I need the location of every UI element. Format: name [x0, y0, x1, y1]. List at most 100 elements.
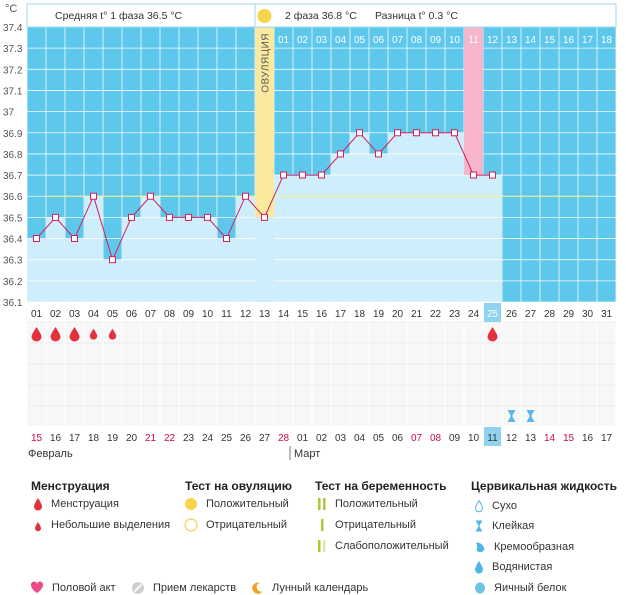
- cycle-day-label: 03: [69, 309, 81, 320]
- bottom-legend-intercourse: Половой акт: [30, 581, 116, 594]
- pill-icon: [132, 582, 144, 594]
- legend-spotting-label: Небольшие выделения: [51, 519, 171, 531]
- menstruation-drop-icon: [108, 328, 117, 340]
- legend-pregnancy-positive-label: Положительный: [335, 498, 418, 510]
- calendar-date-label: 18: [88, 433, 100, 444]
- y-tick-label: 36.8: [3, 150, 23, 161]
- temperature-bar: [84, 196, 103, 302]
- cycle-day-label: 07: [145, 309, 157, 320]
- legend-ovulation-negative-item: Отрицательный: [184, 518, 287, 532]
- x-labels: 01 02 03 04 05 06 07 08 09 10 11 12 13 14 15 16 17 18 01 02…: [31, 35, 612, 322]
- y-tick-label: 36.7: [3, 171, 23, 182]
- calendar-date-label: 09: [449, 433, 461, 444]
- legend-menstruation-label: Менструация: [51, 498, 119, 510]
- month-label: Март: [294, 448, 320, 460]
- cycle-day-label: 01: [31, 309, 43, 320]
- legend-menstruation-title: Менструация: [31, 479, 110, 493]
- y-tick-label: 37.4: [3, 23, 23, 34]
- legend-pregnancy-weak-label: Слабоположительный: [335, 540, 449, 552]
- y-tick-label: 36.5: [3, 213, 23, 224]
- cycle-day-label: 27: [525, 309, 537, 320]
- temperature-point: [318, 171, 325, 179]
- single-line-icon: [321, 519, 324, 531]
- legend-cervical-watery-item: Водянистая: [474, 560, 552, 574]
- calendar-date-label: 07: [411, 433, 423, 444]
- cycle-day-label: 22: [430, 309, 442, 320]
- cycle-day-label: 23: [449, 309, 461, 320]
- phase2-day-label: 04: [335, 35, 347, 46]
- bbt-chart: ОВУЛЯЦИЯ 36.136.236.336.436.536.636.736.…: [3, 3, 617, 460]
- phase2-day-label: 17: [582, 35, 594, 46]
- heart-icon: [30, 581, 44, 593]
- creamy-icon: [476, 542, 485, 553]
- y-axis-unit: °C: [5, 3, 17, 15]
- cycle-day-label: 25: [487, 309, 499, 320]
- temperature-bar: [217, 238, 236, 302]
- event-rows-bg: [27, 322, 616, 426]
- calendar-date-label: 21: [145, 433, 157, 444]
- cycle-day-label: 17: [335, 309, 347, 320]
- ovulation-bar: [255, 217, 274, 302]
- ovulation-test-icon: [507, 410, 516, 422]
- y-tick-label: 37.3: [3, 44, 23, 55]
- calendar-date-label: 04: [354, 433, 366, 444]
- temperature-point: [337, 150, 344, 158]
- temperature-point: [185, 213, 192, 221]
- y-tick-label: 36.4: [3, 235, 23, 246]
- calendar-date-label: 16: [582, 433, 594, 444]
- event-rows: [26, 321, 617, 426]
- temperature-point: [413, 129, 420, 137]
- calendar-date-label: 23: [183, 433, 195, 444]
- temperature-point: [451, 129, 458, 137]
- phase2-day-label: 02: [297, 35, 309, 46]
- phase2-day-label: 16: [563, 35, 575, 46]
- negative-circle-icon: [184, 518, 198, 532]
- bottom-legend-medication: Прием лекарств: [131, 581, 236, 595]
- menstruation-drop-icon: [31, 327, 42, 342]
- legend-cervical-sticky-label: Клейкая: [492, 520, 535, 532]
- menstruation-drop-icon: [69, 327, 80, 342]
- drop-icon: [34, 498, 42, 511]
- legend-ovulation-test-title: Тест на овуляцию: [185, 479, 292, 493]
- cycle-day-label: 13: [259, 309, 271, 320]
- legend-cervical-eggwhite-label: Яичный белок: [494, 582, 567, 594]
- legend-cervical-dry-label: Сухо: [492, 500, 517, 512]
- phase2-day-label: 08: [411, 35, 423, 46]
- calendar-date-label: 10: [468, 433, 480, 444]
- legend-spotting-item: Небольшие выделения: [33, 518, 170, 532]
- event-markers: [31, 327, 535, 422]
- moon-icon: [252, 582, 263, 594]
- dry-drop-icon: [474, 499, 484, 513]
- ovulation-test-icon: [526, 410, 535, 422]
- y-axis: 36.1 36.2 36.3 36.4 36.5 36.6 36.7 36.8 36.9 37 37…: [3, 3, 23, 309]
- phase2-day-label: 15: [544, 35, 556, 46]
- y-tick-label: 37.1: [3, 86, 23, 97]
- phase2-day-label: 03: [316, 35, 328, 46]
- calendar-date-label: 05: [373, 433, 385, 444]
- phase2-day-label: 05: [354, 35, 366, 46]
- cycle-day-label: 30: [582, 309, 594, 320]
- y-tick-label: 36.2: [3, 277, 23, 288]
- cycle-day-label: 16: [316, 309, 328, 320]
- cycle-day-label: 24: [468, 309, 480, 320]
- bottom-legend-lunar-label: Лунный календарь: [272, 582, 369, 594]
- ovulation-label: ОВУЛЯЦИЯ: [261, 33, 272, 93]
- cycle-day-label: 06: [126, 309, 138, 320]
- calendar-date-label: 12: [506, 433, 518, 444]
- cycle-day-label: 11: [221, 309, 232, 320]
- temperature-point: [128, 213, 135, 221]
- temperature-bar: [369, 153, 388, 302]
- cycle-day-label: 21: [411, 309, 423, 320]
- menstruation-drop-icon: [487, 327, 498, 342]
- header-phase2-box: [254, 3, 617, 28]
- bottom-legend-medication-label: Прием лекарств: [153, 582, 237, 594]
- calendar-date-label: 02: [316, 433, 328, 444]
- positive-circle-icon: [185, 498, 197, 510]
- weak-line-icon: [318, 540, 326, 552]
- cycle-day-label: 12: [240, 309, 252, 320]
- temperature-point: [242, 192, 249, 200]
- menstruation-drop-icon: [89, 328, 98, 340]
- cycle-day-label: 28: [544, 309, 556, 320]
- legend-pregnancy-positive-item: Положительный: [317, 497, 418, 511]
- cycle-day-label: 09: [183, 309, 195, 320]
